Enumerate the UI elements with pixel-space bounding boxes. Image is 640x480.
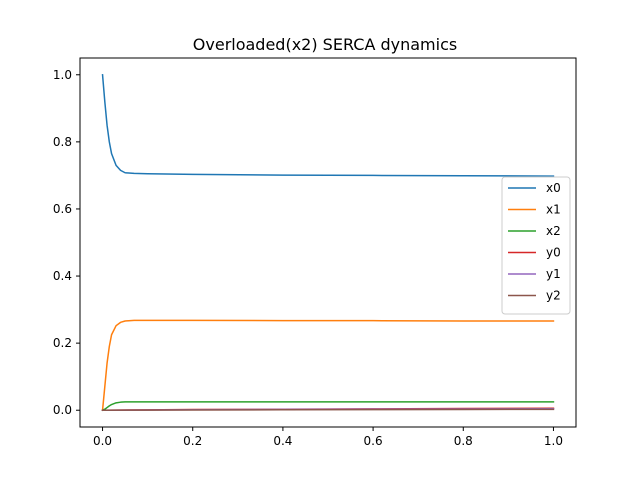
y-tick-label: 0.8 <box>53 135 72 149</box>
series-layer <box>101 73 555 412</box>
x-axis: 0.0 0.2 0.4 0.6 0.8 1.0 <box>93 427 563 448</box>
legend: x0 x1 x2 y0 y1 y2 <box>501 176 571 315</box>
x-tick-label: 0.2 <box>183 434 202 448</box>
axes-frame <box>79 57 577 428</box>
legend-label-x2: x2 <box>546 224 561 238</box>
legend-label-y2: y2 <box>546 289 561 303</box>
plot-area <box>79 57 577 428</box>
y-axis: 0.0 0.2 0.4 0.6 0.8 1.0 <box>53 68 80 417</box>
x-tick-label: 0.4 <box>273 434 292 448</box>
x-tick-label: 0.6 <box>364 434 383 448</box>
series-line-x0 <box>101 73 555 177</box>
series-line-x1 <box>101 319 555 412</box>
y-tick-label: 0.4 <box>53 269 72 283</box>
x-tick-label: 0.0 <box>93 434 112 448</box>
legend-frame <box>501 176 571 315</box>
legend-label-y1: y1 <box>546 267 561 281</box>
legend-label-x1: x1 <box>546 203 561 217</box>
series-line-x2 <box>101 401 555 412</box>
legend-label-y0: y0 <box>546 246 561 260</box>
y-tick-label: 0.0 <box>53 403 72 417</box>
series-line-y2 <box>101 408 555 411</box>
y-tick-label: 0.6 <box>53 202 72 216</box>
chart-title: Overloaded(x2) SERCA dynamics <box>193 35 457 54</box>
x-tick-label: 1.0 <box>544 434 563 448</box>
y-tick-label: 0.2 <box>53 336 72 350</box>
x-tick-label: 0.8 <box>454 434 473 448</box>
legend-label-x0: x0 <box>546 181 561 195</box>
y-tick-label: 1.0 <box>53 68 72 82</box>
